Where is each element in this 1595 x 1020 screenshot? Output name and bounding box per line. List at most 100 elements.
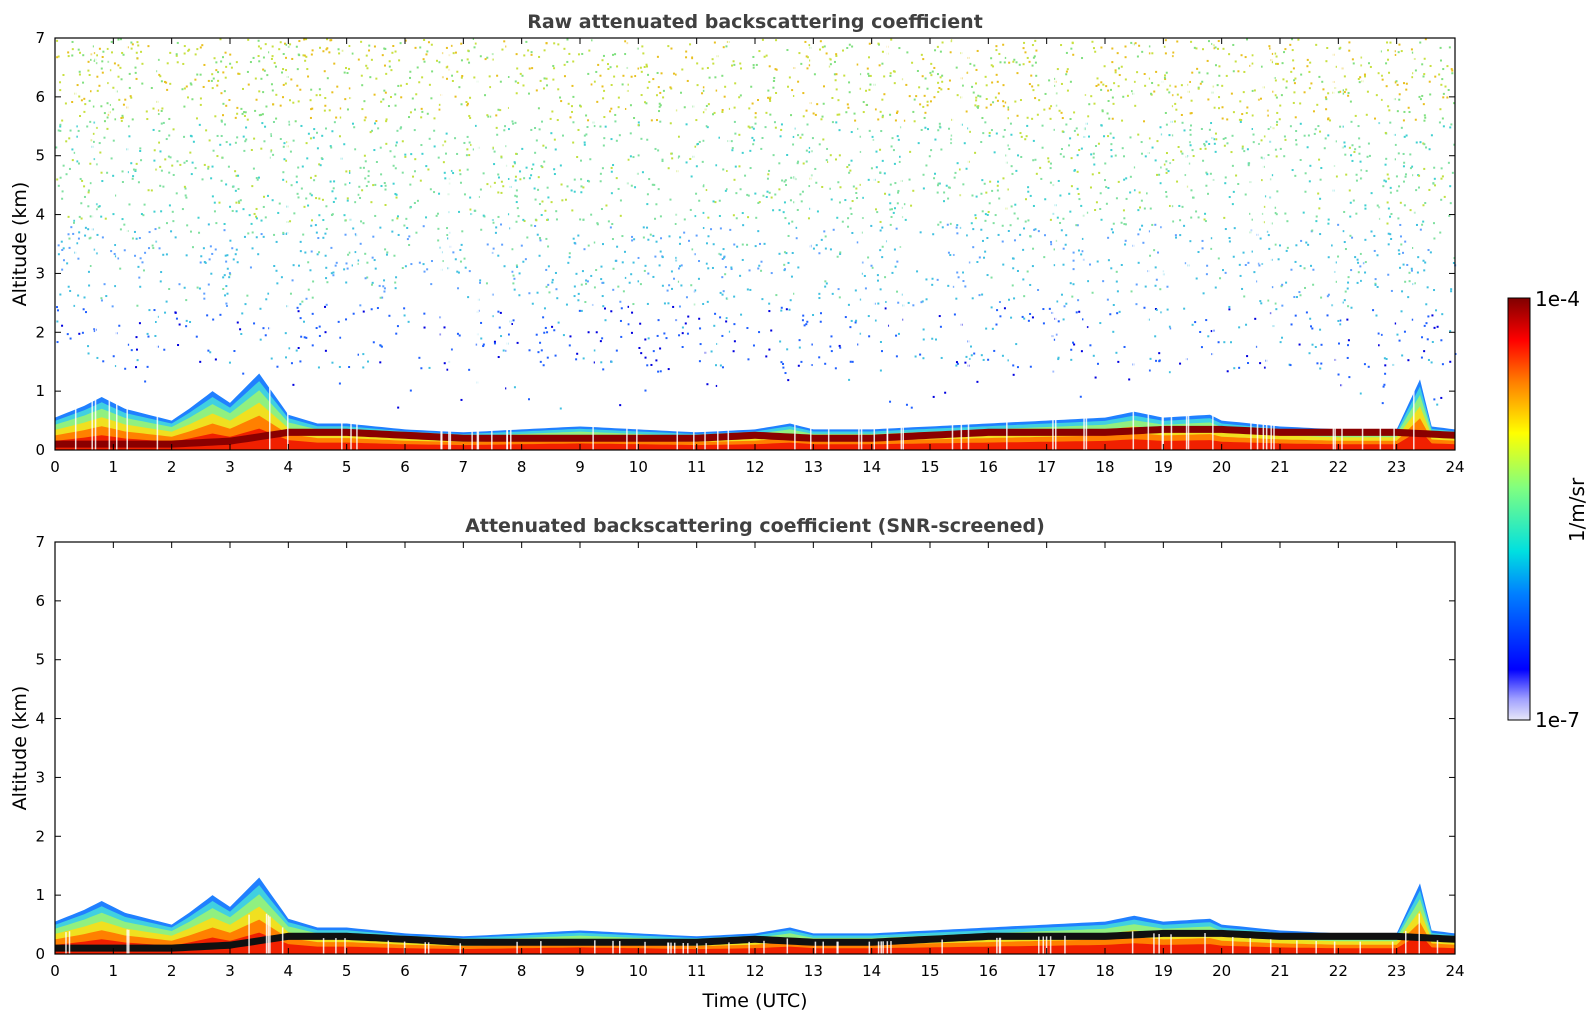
noise-pixel (76, 242, 79, 245)
noise-pixel (251, 185, 254, 188)
noise-pixel (866, 103, 869, 106)
noise-pixel (380, 184, 383, 187)
noise-pixel (1432, 182, 1435, 185)
noise-pixel (456, 332, 459, 335)
noise-pixel (75, 135, 78, 138)
gap-line (1262, 38, 1265, 450)
noise-pixel (135, 77, 138, 80)
noise-pixel (1112, 136, 1115, 139)
noise-pixel (1275, 96, 1278, 99)
noise-pixel (211, 165, 214, 168)
noise-pixel (77, 129, 80, 132)
noise-pixel (491, 58, 494, 61)
noise-pixel (98, 47, 101, 50)
noise-pixel (1172, 51, 1175, 54)
noise-pixel (250, 222, 253, 225)
noise-pixel (1318, 158, 1321, 161)
noise-pixel (1435, 309, 1438, 312)
noise-pixel (1023, 317, 1026, 320)
noise-pixel (93, 158, 96, 161)
noise-pixel (552, 78, 555, 81)
noise-pixel (966, 234, 969, 237)
noise-pixel (263, 69, 266, 72)
noise-pixel (88, 73, 91, 76)
noise-pixel (373, 259, 376, 262)
noise-pixel (1310, 325, 1313, 328)
gap-line (1393, 38, 1395, 450)
noise-pixel (992, 65, 995, 68)
noise-pixel (1191, 323, 1194, 326)
noise-pixel (867, 315, 870, 318)
noise-pixel (547, 196, 550, 199)
noise-pixel (229, 62, 232, 65)
noise-pixel (482, 214, 485, 217)
noise-pixel (80, 99, 83, 102)
x-tick-label: 23 (1387, 458, 1406, 476)
noise-pixel (547, 245, 550, 248)
noise-pixel (517, 215, 520, 218)
noise-pixel (1400, 310, 1403, 313)
noise-pixel (634, 75, 637, 78)
noise-pixel (949, 51, 952, 54)
noise-pixel (1078, 198, 1081, 201)
noise-pixel (662, 96, 665, 99)
noise-pixel (333, 180, 336, 183)
y-tick-label: 0 (35, 945, 45, 963)
noise-pixel (1136, 55, 1139, 58)
noise-pixel (1163, 163, 1166, 166)
gap-line (510, 38, 512, 450)
x-tick-label: 9 (575, 962, 585, 980)
noise-pixel (324, 331, 327, 334)
noise-pixel (69, 129, 72, 132)
noise-pixel (460, 42, 463, 45)
noise-pixel (334, 197, 337, 200)
noise-pixel (895, 111, 898, 114)
noise-pixel (739, 94, 742, 97)
noise-pixel (451, 79, 454, 82)
noise-pixel (778, 162, 781, 165)
noise-pixel (283, 158, 286, 161)
noise-pixel (495, 126, 498, 129)
noise-pixel (1091, 291, 1094, 294)
noise-pixel (655, 94, 658, 97)
noise-pixel (1407, 359, 1410, 362)
noise-pixel (317, 366, 320, 369)
noise-pixel (98, 142, 101, 145)
y-tick-label: 0 (35, 441, 45, 459)
noise-pixel (169, 51, 172, 54)
noise-pixel (1231, 164, 1234, 167)
noise-pixel (234, 116, 237, 119)
noise-pixel (309, 137, 312, 140)
noise-pixel (1148, 45, 1151, 48)
noise-pixel (1402, 263, 1405, 266)
noise-pixel (1276, 190, 1279, 193)
noise-pixel (1402, 152, 1405, 155)
noise-pixel (222, 276, 225, 279)
noise-pixel (863, 274, 866, 277)
noise-pixel (1354, 114, 1357, 117)
noise-pixel (1290, 268, 1293, 271)
noise-pixel (200, 255, 203, 258)
noise-pixel (457, 271, 460, 274)
y-tick-label: 4 (35, 710, 45, 728)
noise-pixel (392, 182, 395, 185)
noise-pixel (1166, 308, 1169, 311)
gap-line (449, 38, 452, 450)
noise-pixel (381, 296, 384, 299)
noise-pixel (1036, 113, 1039, 116)
noise-pixel (735, 192, 738, 195)
noise-pixel (1050, 105, 1053, 108)
noise-pixel (702, 227, 705, 230)
noise-pixel (1433, 177, 1436, 180)
noise-pixel (782, 211, 785, 214)
noise-pixel (1027, 219, 1030, 222)
noise-pixel (325, 227, 328, 230)
noise-pixel (1226, 370, 1229, 373)
noise-pixel (229, 53, 232, 56)
noise-pixel (577, 53, 580, 56)
noise-pixel (659, 120, 662, 123)
noise-pixel (213, 210, 216, 213)
noise-pixel (234, 170, 237, 173)
noise-pixel (101, 60, 104, 63)
noise-pixel (1300, 73, 1303, 76)
